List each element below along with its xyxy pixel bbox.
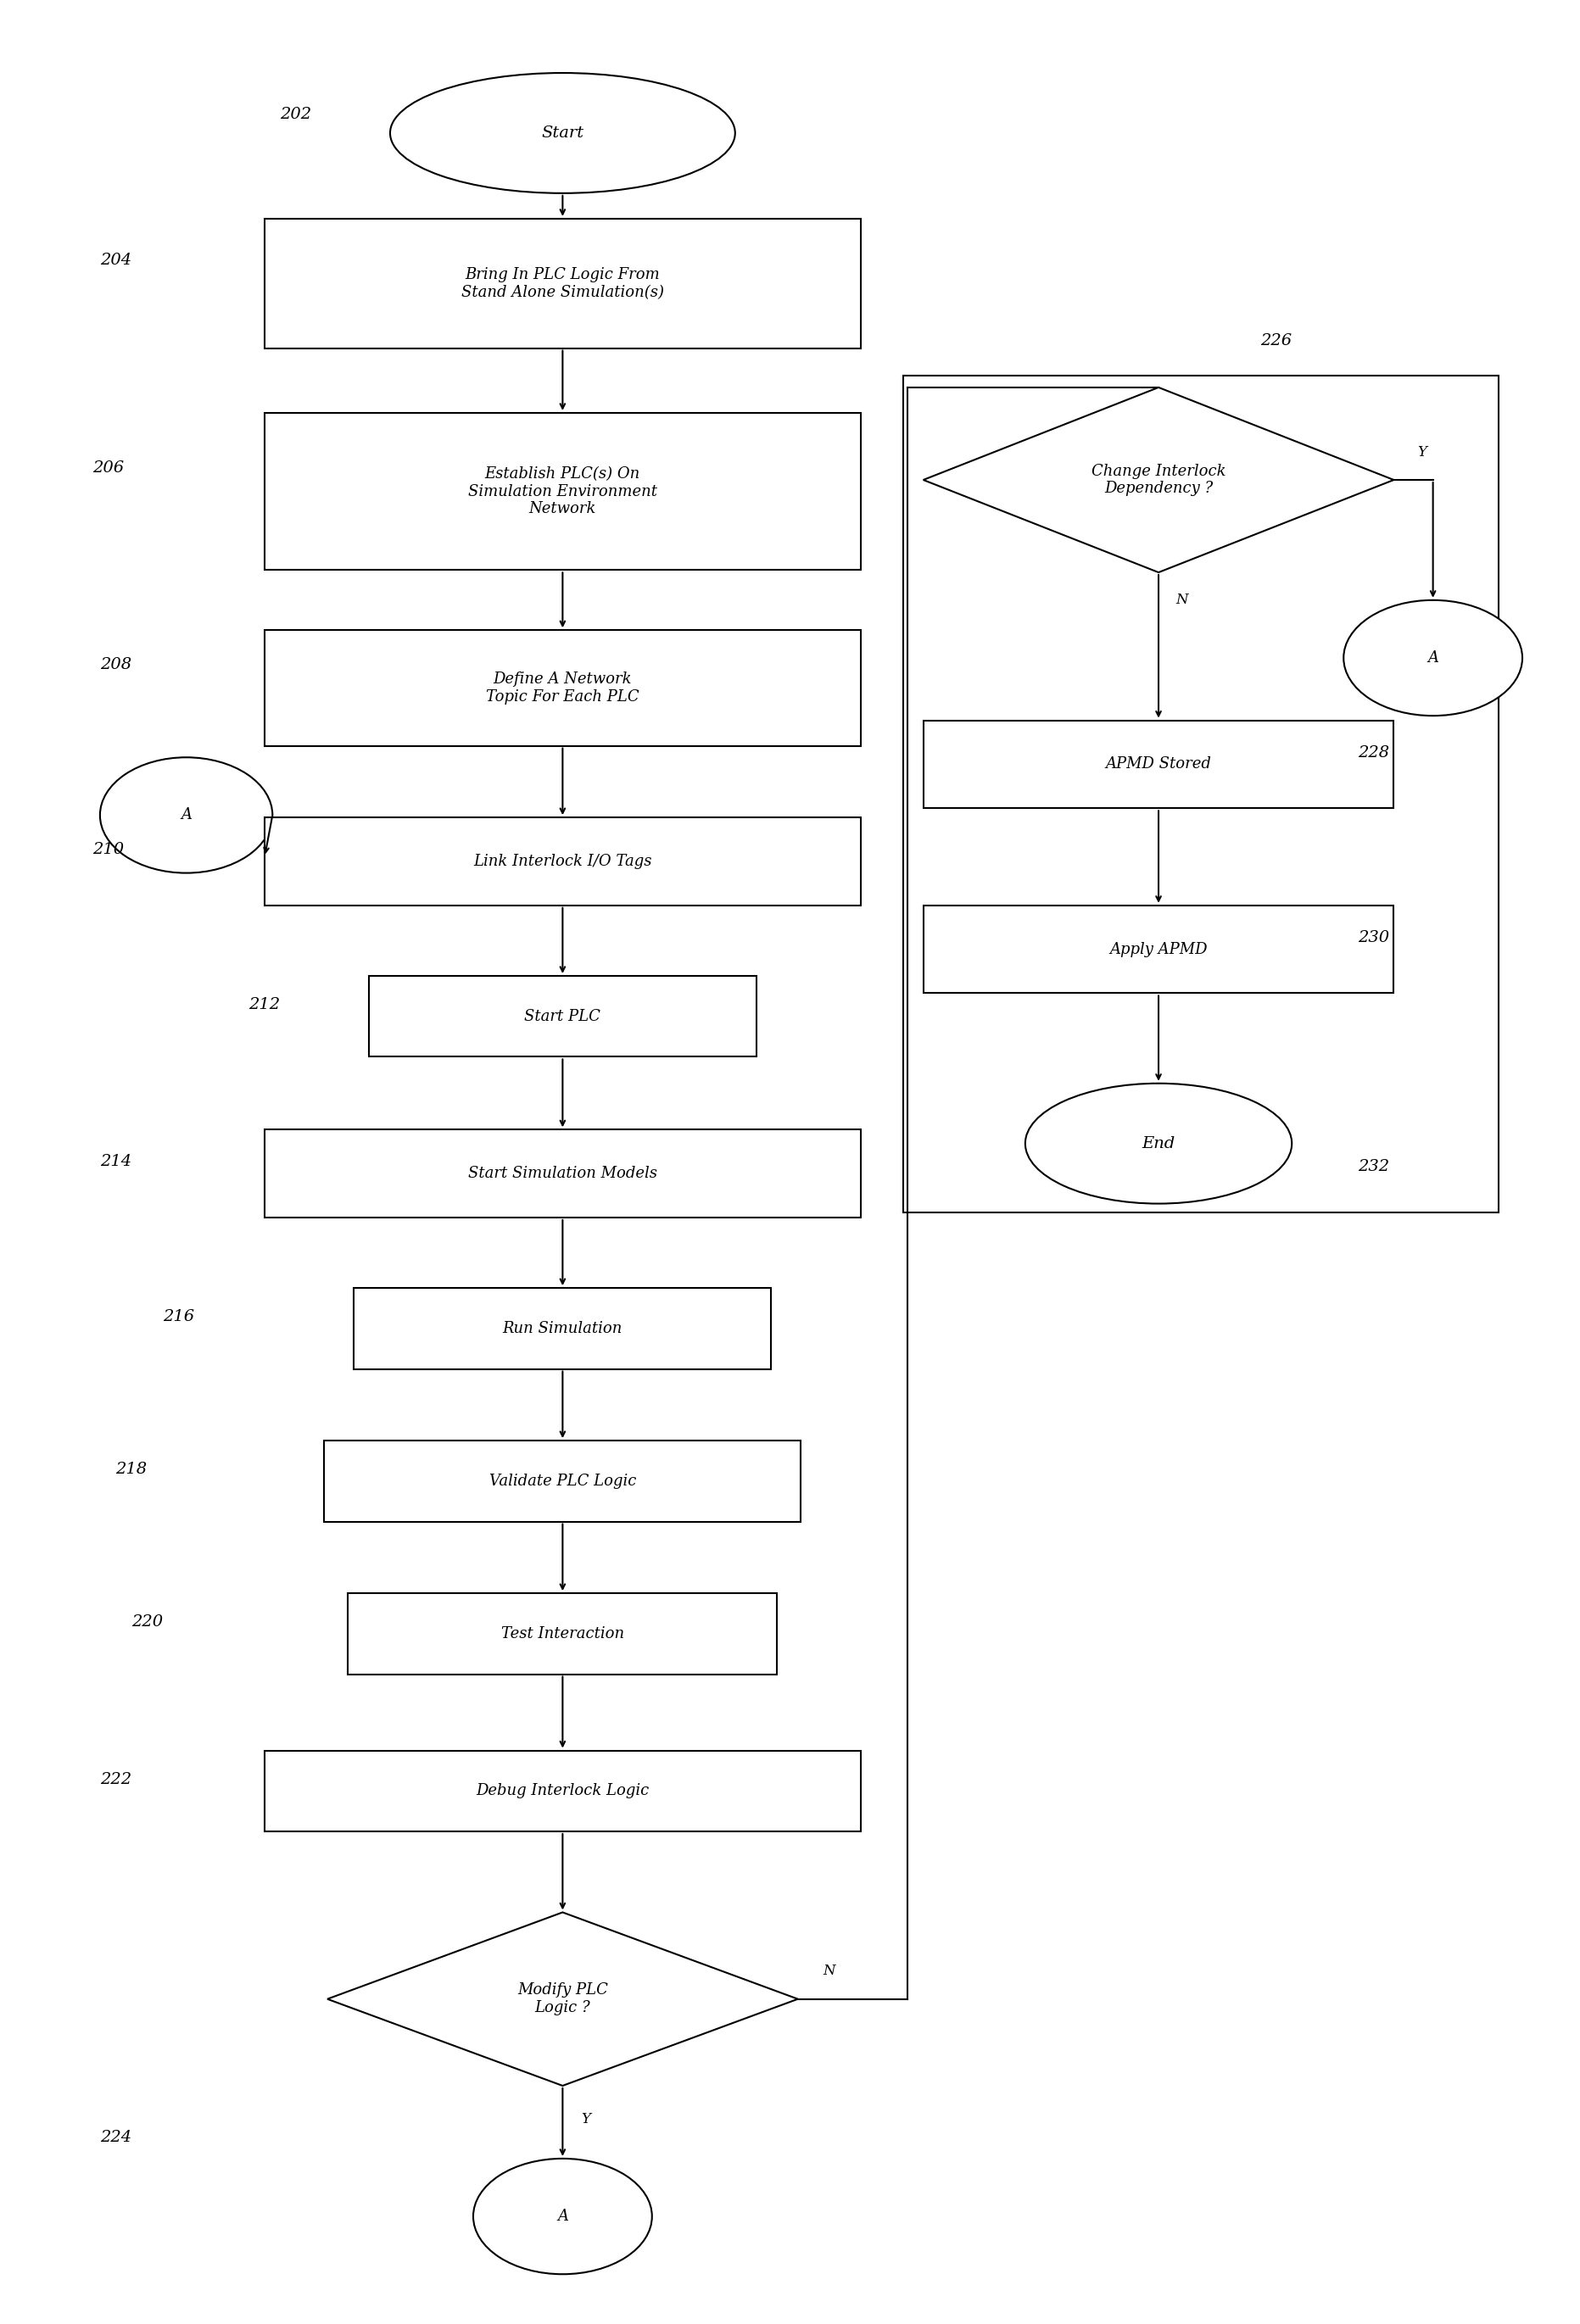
- Text: A: A: [180, 806, 191, 823]
- Text: 228: 228: [1357, 746, 1389, 760]
- Text: 210: 210: [92, 841, 123, 858]
- Text: 214: 214: [100, 1155, 131, 1169]
- FancyBboxPatch shape: [370, 976, 757, 1057]
- Text: A: A: [1427, 651, 1438, 665]
- FancyBboxPatch shape: [354, 1287, 771, 1369]
- Text: 220: 220: [131, 1615, 163, 1629]
- Ellipse shape: [1343, 600, 1523, 716]
- Text: 204: 204: [100, 253, 131, 267]
- Text: 208: 208: [100, 658, 131, 672]
- Text: 202: 202: [280, 107, 311, 123]
- FancyBboxPatch shape: [264, 1750, 861, 1831]
- Text: Start Simulation Models: Start Simulation Models: [468, 1167, 657, 1181]
- Polygon shape: [327, 1913, 798, 2085]
- Text: 224: 224: [100, 2131, 131, 2145]
- Text: Test Interaction: Test Interaction: [501, 1627, 624, 1641]
- FancyBboxPatch shape: [264, 630, 861, 746]
- FancyBboxPatch shape: [348, 1594, 777, 1673]
- Text: Link Interlock I/O Tags: Link Interlock I/O Tags: [474, 853, 653, 869]
- Text: Bring In PLC Logic From
Stand Alone Simulation(s): Bring In PLC Logic From Stand Alone Simu…: [461, 267, 664, 300]
- Text: N: N: [823, 1964, 836, 1978]
- Ellipse shape: [474, 2159, 653, 2275]
- FancyBboxPatch shape: [923, 720, 1394, 809]
- Text: N: N: [1176, 593, 1188, 607]
- Text: Change Interlock
Dependency ?: Change Interlock Dependency ?: [1092, 462, 1226, 497]
- Text: 218: 218: [115, 1462, 147, 1478]
- Text: Modify PLC
Logic ?: Modify PLC Logic ?: [517, 1982, 608, 2015]
- Text: 212: 212: [250, 997, 280, 1013]
- Text: Debug Interlock Logic: Debug Interlock Logic: [476, 1783, 649, 1799]
- Text: Start: Start: [542, 125, 585, 142]
- Text: 232: 232: [1357, 1160, 1389, 1174]
- FancyBboxPatch shape: [264, 218, 861, 349]
- Text: APMD Stored: APMD Stored: [1106, 758, 1212, 772]
- Text: A: A: [558, 2208, 569, 2224]
- Text: 206: 206: [92, 460, 123, 476]
- FancyBboxPatch shape: [264, 1129, 861, 1218]
- Text: Apply APMD: Apply APMD: [1109, 941, 1207, 957]
- Text: Y: Y: [1417, 444, 1427, 460]
- Polygon shape: [923, 388, 1394, 572]
- Text: Run Simulation: Run Simulation: [502, 1320, 623, 1336]
- Ellipse shape: [100, 758, 272, 874]
- FancyBboxPatch shape: [324, 1441, 801, 1522]
- Text: 222: 222: [100, 1771, 131, 1787]
- Text: Start PLC: Start PLC: [525, 1009, 600, 1025]
- FancyBboxPatch shape: [923, 906, 1394, 992]
- Ellipse shape: [1025, 1083, 1292, 1204]
- FancyBboxPatch shape: [264, 818, 861, 906]
- Ellipse shape: [390, 72, 735, 193]
- FancyBboxPatch shape: [264, 414, 861, 569]
- Text: Define A Network
Topic For Each PLC: Define A Network Topic For Each PLC: [487, 672, 640, 704]
- Text: Validate PLC Logic: Validate PLC Logic: [490, 1473, 637, 1490]
- Text: 226: 226: [1261, 335, 1292, 349]
- Text: 216: 216: [163, 1308, 194, 1325]
- Text: End: End: [1142, 1136, 1176, 1150]
- Text: Y: Y: [581, 2113, 591, 2126]
- Text: 230: 230: [1357, 930, 1389, 946]
- Text: Establish PLC(s) On
Simulation Environment
Network: Establish PLC(s) On Simulation Environme…: [468, 467, 657, 516]
